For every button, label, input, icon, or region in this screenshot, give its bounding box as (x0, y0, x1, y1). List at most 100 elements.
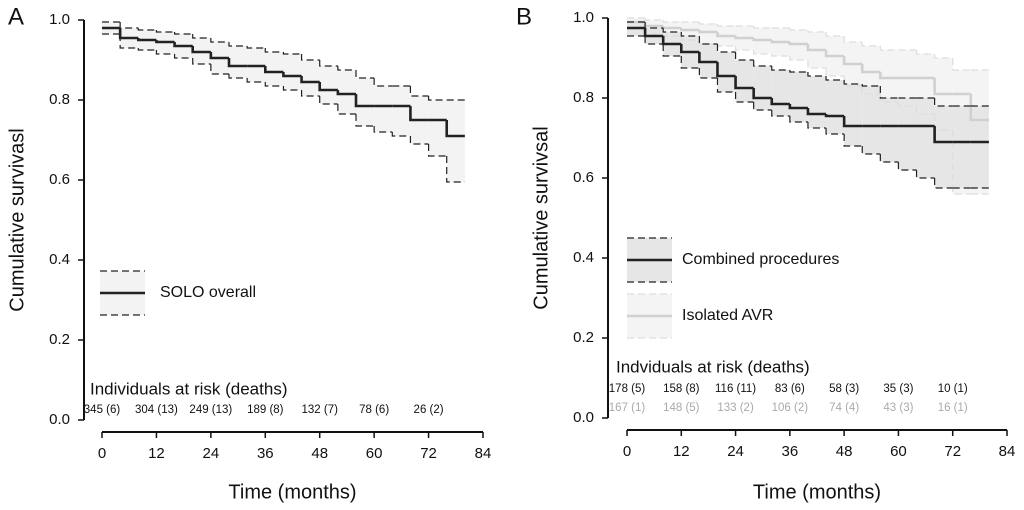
x-tick-label: 36 (257, 445, 274, 462)
survival-line (734, 36, 754, 40)
ci-line (644, 36, 664, 45)
ci-band (283, 54, 302, 90)
legend-label: Combined procedures (682, 251, 839, 268)
risk-count: 106 (2) (772, 402, 809, 414)
ci-line (716, 44, 736, 53)
ci-line (789, 28, 808, 31)
ci-line (680, 36, 700, 41)
survival-line (318, 82, 338, 92)
y-tick-label: 0.2 (573, 329, 594, 346)
ci-line (246, 46, 266, 49)
ci-line (264, 82, 284, 87)
ci-line (771, 54, 790, 57)
ci-line (644, 18, 664, 21)
x-tick-label: 24 (203, 445, 220, 462)
risk-count: 83 (6) (775, 383, 805, 395)
x-tick-label: 72 (420, 445, 437, 462)
survival-line (698, 52, 718, 64)
survival-line (716, 62, 736, 78)
x-axis-label: Time (months) (753, 481, 881, 503)
ci-line (753, 102, 772, 111)
ci-line (246, 78, 266, 83)
x-tick-label: 36 (782, 443, 799, 460)
ci-line (698, 68, 718, 79)
survival-line (933, 78, 953, 96)
ci-band (337, 70, 356, 114)
ci-line (934, 178, 953, 189)
ci-band (880, 98, 899, 162)
x-tick-label: 60 (366, 445, 383, 462)
survival-line (679, 44, 700, 54)
ci-band (699, 24, 718, 44)
risk-count: 178 (5) (609, 383, 646, 395)
survival-line (752, 38, 772, 42)
ci-line (391, 132, 411, 137)
ci-line (771, 66, 790, 71)
survival-line (842, 116, 863, 128)
ci-band (916, 98, 935, 178)
ci-line (843, 76, 863, 87)
y-axis-label: Cumulative survivasl (6, 128, 28, 311)
y-tick-label: 0.6 (573, 169, 594, 186)
x-tick-label: 48 (836, 443, 853, 460)
x-tick-label: 24 (727, 443, 744, 460)
ci-band (826, 80, 845, 134)
ci-band (771, 70, 790, 116)
ci-line (861, 146, 881, 155)
survival-line (824, 114, 845, 118)
ci-line (734, 46, 754, 51)
ci-line (807, 60, 827, 69)
risk-count: 10 (1) (938, 383, 968, 395)
ci-line (807, 122, 827, 129)
ci-line (264, 48, 284, 53)
survival-line (770, 98, 790, 106)
y-tick-label: 0.0 (573, 409, 594, 426)
y-tick-label: 0.4 (573, 249, 594, 266)
survival-line (354, 94, 375, 108)
ci-band (753, 66, 772, 110)
ci-line (897, 162, 917, 171)
ci-line (210, 38, 229, 43)
risk-count: 345 (6) (84, 404, 121, 416)
ci-line (282, 86, 302, 91)
ci-band (862, 46, 881, 94)
y-tick-label: 0.0 (49, 411, 70, 428)
x-tick-label: 12 (148, 445, 165, 462)
risk-count: 43 (3) (883, 402, 913, 414)
ci-line (879, 154, 899, 163)
risk-count: 116 (11) (715, 383, 756, 395)
risk-count: 35 (3) (883, 383, 913, 395)
survival-line (409, 106, 429, 122)
ci-band (898, 98, 917, 170)
ci-line (934, 54, 953, 59)
risk-count: 148 (5) (663, 402, 700, 414)
ci-band (880, 50, 899, 102)
ci-band (789, 72, 808, 122)
survival-line (788, 42, 808, 46)
survival-line (118, 28, 139, 40)
ci-line (680, 56, 700, 69)
ci-line (319, 60, 338, 67)
ci-line (355, 70, 375, 79)
ci-band (265, 52, 284, 86)
ci-line (734, 52, 754, 61)
y-tick-label: 0.4 (49, 251, 70, 268)
ci-line (282, 52, 302, 55)
ci-line (734, 92, 754, 103)
ci-line (192, 34, 211, 39)
ci-line (373, 78, 393, 87)
x-axis-label: Time (months) (228, 481, 356, 503)
survival-line (770, 40, 790, 44)
survival-line (824, 50, 845, 58)
survival-line (679, 28, 700, 32)
ci-line (698, 22, 718, 25)
ci-line (137, 28, 157, 31)
x-tick-label: 84 (475, 445, 492, 462)
ci-line (807, 72, 827, 77)
ci-line (825, 32, 845, 37)
risk-count: 158 (8) (663, 383, 700, 395)
ci-line (753, 60, 772, 67)
survival-line (209, 52, 229, 60)
survival-line (806, 108, 827, 116)
